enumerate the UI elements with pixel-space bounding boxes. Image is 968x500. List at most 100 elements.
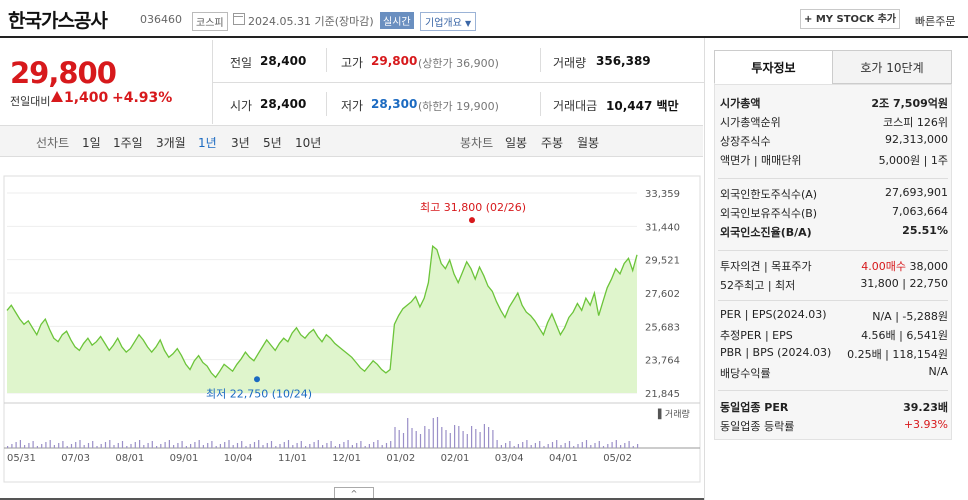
volume-bar [164,442,166,448]
change-value: 1,400 [64,90,109,106]
company-overview-dropdown[interactable]: 기업개요 ▼ [420,12,477,31]
divider [540,92,541,116]
volume-bar [568,441,571,448]
max-label: 최고 31,800 (02/26) [420,201,526,214]
volume-bar [462,431,464,448]
volume-bar [245,446,247,448]
volume-bar [505,443,507,448]
x-tick-label: 04/01 [549,453,578,464]
tab-1w[interactable]: 1주일 [113,136,143,150]
volume-bar [573,446,575,448]
volume-bar [368,444,370,448]
volume-bar [424,426,426,448]
chart-tabs-bar [0,125,703,157]
volume-bar [602,446,605,448]
tab-1d[interactable]: 1일 [82,136,101,150]
volume-bar [620,445,622,448]
info-value: 92,313,000 [885,133,948,146]
volume-bar [466,434,468,448]
volume-value: 356,389 [596,54,651,68]
volume-bar [483,424,485,448]
volume-bar [517,444,519,448]
volume-bar [296,443,298,448]
current-price: 29,800 [10,56,117,90]
target-price: 38,000 [909,260,949,273]
min-label: 최저 22,750 (10/24) [206,387,312,400]
volume-bar [364,446,366,448]
info-divider [718,250,948,251]
tab-orderbook[interactable]: 호가 10단계 [832,50,952,84]
min-marker [254,376,260,383]
volume-bar [96,446,98,448]
realtime-badge[interactable]: 실시간 [380,12,414,29]
volume-bar [270,441,273,448]
volume-bar [300,441,302,448]
info-value: 25.51% [902,224,948,237]
volume-bar [130,444,132,448]
info-value: 코스피 126위 [883,116,948,129]
volume-bar [339,444,341,448]
volume-bar [419,434,422,448]
volume-bar [471,426,473,448]
volume-bar [15,442,17,448]
info-row: 투자의견 | 목표주가 4.00매수 38,000 [720,258,948,274]
tab-3m[interactable]: 3개월 [156,136,186,150]
volume-bar [266,443,268,448]
x-tick-label: 11/01 [278,453,307,464]
x-tick-label: 05/02 [603,453,632,464]
tab-daily[interactable]: 일봉 [505,136,528,150]
info-divider [718,390,948,391]
volume-bar [381,445,383,448]
tab-5y[interactable]: 5년 [263,136,282,150]
tab-weekly[interactable]: 주봉 [541,136,564,150]
info-key: 시가총액순위 [720,116,781,129]
volume-bar [121,441,124,448]
volume-bar [317,440,319,448]
top-bar [0,0,968,38]
volume-bar [513,446,515,448]
volume-bar [156,446,158,448]
volume-bar [279,444,281,448]
volume-bar [275,446,277,448]
volume-bar [415,431,417,448]
bottom-border [0,498,704,500]
volume-bar [117,443,119,448]
info-key: 액면가 | 매매단위 [720,154,802,167]
volume-bar [496,440,498,448]
info-key: 동일업종 PER [720,401,789,414]
volume-bar [104,442,107,448]
volume-bar [79,440,81,448]
volume-bar [253,442,256,448]
volume-bar [83,445,85,448]
volume-bar [564,443,566,448]
upper-limit: (상한가 36,900) [418,57,499,70]
volume-bar [236,443,239,448]
tab-investment-info[interactable]: 투자정보 [714,50,833,84]
collapse-button[interactable]: ^ [334,487,374,500]
volume-bar [454,425,456,448]
info-row: 동일업종 등락률 +3.93% [720,418,948,434]
volume-bar [543,446,545,448]
tab-10y[interactable]: 10년 [295,136,322,150]
info-key: 투자의견 | 목표주가 [720,260,812,273]
volume-bar [160,444,162,448]
x-tick-label: 08/01 [115,453,144,464]
volume-bar [509,441,511,448]
info-value: 4.00매수 38,000 [861,258,948,274]
tab-monthly[interactable]: 월봉 [577,136,600,150]
tab-1y[interactable]: 1년 [198,136,217,150]
volume-bar [258,440,260,448]
price-chart[interactable]: 33,359 31,440 29,521 27,602 25,683 23,764 21,8… [0,160,704,490]
quick-order-button[interactable]: 빠른주문 [915,15,956,28]
volume-bar [181,441,183,448]
volume-bar [428,429,430,448]
volume-bar [615,440,617,448]
volume-bar [177,443,179,448]
info-value: N/A [928,365,948,378]
info-value: 2조 7,509억원 [871,97,948,110]
volume-bar [92,441,94,448]
my-stock-add-button[interactable]: + MY STOCK 추가 [800,9,900,29]
y-tick-label: 33,359 [645,189,680,200]
x-tick-label: 02/01 [441,453,470,464]
tab-3y[interactable]: 3년 [231,136,250,150]
